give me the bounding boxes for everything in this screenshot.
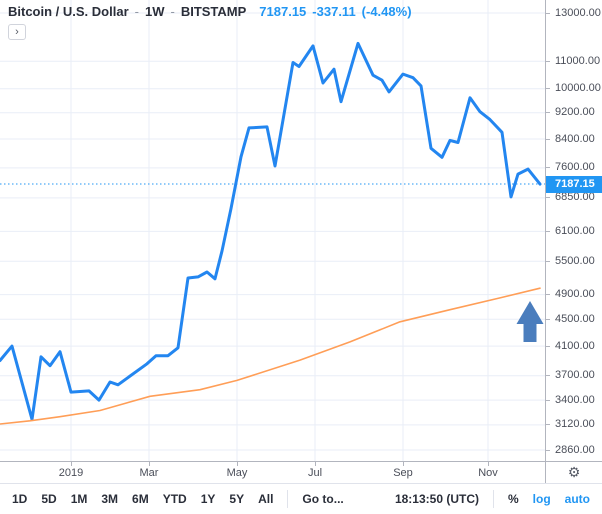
expand-legend-button[interactable]: › — [8, 24, 26, 40]
time-tick-mark — [149, 462, 150, 466]
price-change-value: -337.11 — [312, 4, 356, 19]
toolbar-divider — [492, 490, 494, 508]
up-arrow-annotation[interactable] — [516, 301, 544, 342]
time-tick-mark — [315, 462, 316, 466]
range-buttons: 1D 5D 1M 3M 6M YTD 1Y 5Y All — [12, 492, 273, 506]
chevron-right-icon: › — [15, 25, 19, 38]
moving-average-line[interactable] — [0, 287, 541, 425]
range-button-1d[interactable]: 1D — [12, 492, 28, 506]
scale-button-group: 18:13:50 (UTC) % log auto — [395, 490, 590, 508]
price-change-percent: (-4.48%) — [361, 4, 412, 19]
price-tick-label: 3400.00 — [546, 394, 602, 407]
range-button-all[interactable]: All — [258, 492, 274, 506]
bottom-toolbar: 1D 5D 1M 3M 6M YTD 1Y 5Y All Go to... 18:13:50 (… — [0, 483, 602, 514]
chart-pane[interactable] — [0, 0, 545, 461]
time-tick-mark — [71, 462, 72, 466]
price-tick-label: 4900.00 — [546, 288, 602, 301]
range-button-6m[interactable]: 6M — [132, 492, 149, 506]
price-tick-label: 11000.00 — [546, 55, 602, 68]
range-button-1y[interactable]: 1Y — [200, 492, 216, 506]
log-scale-button[interactable]: log — [532, 492, 551, 506]
go-to-button[interactable]: Go to... — [302, 492, 344, 506]
legend-separator: - — [170, 4, 175, 19]
price-tick-label: 6100.00 — [546, 225, 602, 238]
toolbar-divider — [287, 490, 289, 508]
time-tick-label: Sep — [393, 467, 413, 479]
chart-legend: Bitcoin / U.S. Dollar - 1W - BITSTAMP 71… — [8, 4, 412, 40]
price-tick-label: 3700.00 — [546, 369, 602, 382]
range-button-group: 1D 5D 1M 3M 6M YTD 1Y 5Y All Go to... — [12, 490, 344, 508]
price-tick-label: 4500.00 — [546, 313, 602, 326]
price-tick-label: 7600.00 — [546, 161, 602, 174]
price-tick-label: 2860.00 — [546, 444, 602, 457]
price-tick-label: 10000.00 — [546, 82, 602, 95]
interval-label[interactable]: 1W — [144, 4, 165, 19]
price-axis[interactable]: 13000.00 11000.00 10000.00 9200.00 8400.00 76… — [545, 0, 602, 461]
price-tick-label: 5500.00 — [546, 255, 602, 268]
price-tick-label: 9200.00 — [546, 106, 602, 119]
legend-title-row: Bitcoin / U.S. Dollar - 1W - BITSTAMP 71… — [8, 4, 412, 19]
settings-gear-icon[interactable]: ⚙ — [567, 464, 581, 481]
exchange-label[interactable]: BITSTAMP — [180, 4, 247, 19]
time-tick-mark — [488, 462, 489, 466]
time-tick-label: 2019 — [58, 467, 84, 479]
time-tick-label: Nov — [478, 467, 498, 479]
axis-corner: ⚙ — [545, 462, 602, 483]
time-tick-label: May — [226, 467, 248, 479]
range-button-5y[interactable]: 5Y — [229, 492, 245, 506]
price-readout: 7187.15 -337.11 (-4.48%) — [259, 4, 411, 19]
price-tick-label: 13000.00 — [546, 7, 602, 20]
range-button-3m[interactable]: 3M — [101, 492, 119, 506]
range-button-1m[interactable]: 1M — [70, 492, 88, 506]
time-axis[interactable]: 2019 Mar May Jul Sep Nov — [0, 461, 602, 483]
range-button-ytd[interactable]: YTD — [162, 492, 187, 506]
percent-scale-button[interactable]: % — [507, 492, 519, 506]
legend-separator: - — [134, 4, 139, 19]
symbol-title[interactable]: Bitcoin / U.S. Dollar — [8, 4, 129, 19]
price-tick-label: 4100.00 — [546, 340, 602, 353]
time-tick-label: Jul — [307, 467, 323, 479]
range-button-5d[interactable]: 5D — [41, 492, 57, 506]
last-price-value: 7187.15 — [259, 4, 307, 19]
auto-scale-button[interactable]: auto — [564, 492, 590, 506]
price-tick-label: 8400.00 — [546, 133, 602, 146]
time-tick-mark — [237, 462, 238, 466]
price-tick-label: 3120.00 — [546, 418, 602, 431]
current-price-label: 7187.15 — [546, 176, 602, 193]
time-tick-mark — [403, 462, 404, 466]
timezone-clock-button[interactable]: 18:13:50 (UTC) — [394, 492, 479, 506]
time-tick-label: Mar — [139, 467, 159, 479]
price-tick-label: 6850.00 — [546, 191, 602, 204]
price-series-line[interactable] — [0, 41, 542, 421]
